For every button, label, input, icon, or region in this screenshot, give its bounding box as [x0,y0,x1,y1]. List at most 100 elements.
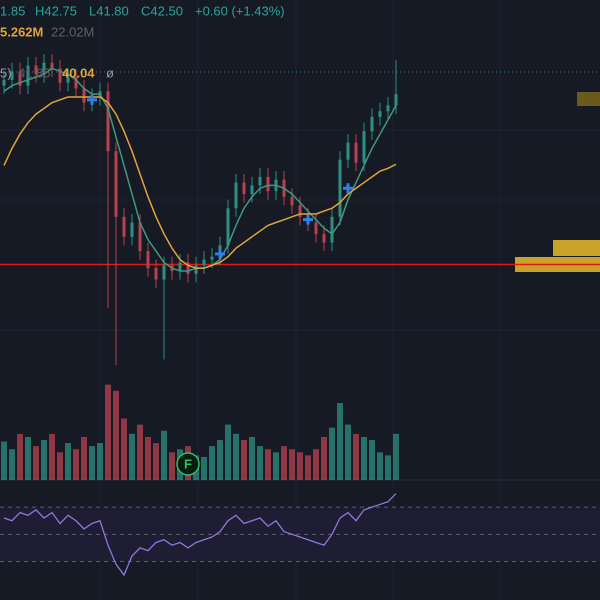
volume-bar [161,430,167,480]
candle-body [154,268,158,280]
candle-body [162,265,166,280]
volume-bar [57,452,63,480]
volume-bar [17,433,23,480]
volume-bar [249,436,255,480]
volume-bar [329,427,335,480]
indicator-icon: ø [106,65,114,80]
candle-body [258,176,262,186]
volume-bar [25,436,31,480]
candle-body [186,262,190,274]
candle-body [2,79,6,86]
volume-bar [353,433,359,480]
rsi-line [3,493,397,577]
volume-bar [225,424,231,480]
volume-bar [209,446,215,480]
volume-bar [321,436,327,480]
volume-bar [169,452,175,480]
candle-body [210,256,214,260]
open: 1.85 [0,3,25,18]
candle-body [378,111,382,117]
legend: 1.85 H42.75 L41.80 C42.50 +0.60 (+1.43%)… [0,3,285,80]
candle-body [394,94,398,106]
candle-body [18,71,22,86]
volume-bar [345,424,351,480]
volume-bar [65,443,71,480]
volume-bar [393,433,399,480]
candle-body [370,116,374,132]
volume-bar [377,452,383,480]
candle-body [234,182,238,209]
candle-body [34,65,38,75]
candle-body [362,131,366,163]
signal [343,183,353,194]
volume-bar [281,446,287,480]
ma-slow-value: 40.04 [62,65,95,80]
volume-bar [313,449,319,480]
change: +0.60 (+1.43%) [195,3,285,18]
volume-bar [145,436,151,480]
candle-body [58,68,62,83]
volume-bar [105,384,111,480]
volume-bar [289,449,295,480]
candle-body [130,222,134,237]
volume-bar [233,433,239,480]
candle-body [386,105,390,112]
candle-body [250,185,254,194]
candle-body [346,142,350,160]
candle-body [50,62,54,69]
candle-body [114,151,118,217]
volume-bar [153,443,159,480]
candle-body [330,216,334,243]
close: C42.50 [141,3,183,18]
volume-bar [369,440,375,480]
ma-fast-value: 41.85 [18,65,51,80]
signal [87,94,97,105]
zone [553,240,600,256]
volume-bar [217,440,223,480]
volume-bar [89,446,95,480]
zone [577,92,600,106]
candle-body [242,182,246,194]
plot: F [0,54,600,577]
moving-average [3,96,397,269]
low: L41.80 [89,3,129,18]
candle-body [106,91,110,152]
volume-ma: 22.02M [51,24,94,39]
volume-bar [273,452,279,480]
indicator-params: 5) [0,65,12,80]
candle-body [178,262,182,272]
candle-body [10,71,14,80]
signal [215,248,225,259]
candle-body [266,176,270,192]
candle-body [226,208,230,246]
volume-bar [361,436,367,480]
candle-body [122,216,126,237]
signal [303,214,313,225]
candle-body [322,233,326,243]
volume-bar [33,446,39,480]
volume-bar [257,446,263,480]
candle-body [354,142,358,163]
candle-body [82,88,86,103]
candle-body [146,251,150,269]
volume-bar [81,436,87,480]
volume-bar [201,456,207,480]
volume-bar [49,433,55,480]
high: H42.75 [35,3,77,18]
candle-body [26,65,30,86]
candle-body [290,196,294,206]
marker-circle [176,452,200,476]
volume-bar [129,433,135,480]
candle-body [138,222,142,252]
volume: 5.262M [0,24,43,39]
volume-bar [297,452,303,480]
volume-bar [241,440,247,480]
candle-body [66,77,70,83]
candle-body [314,222,318,234]
volume-bar [1,441,7,480]
volume-bar [337,403,343,480]
volume-bar [9,449,15,480]
